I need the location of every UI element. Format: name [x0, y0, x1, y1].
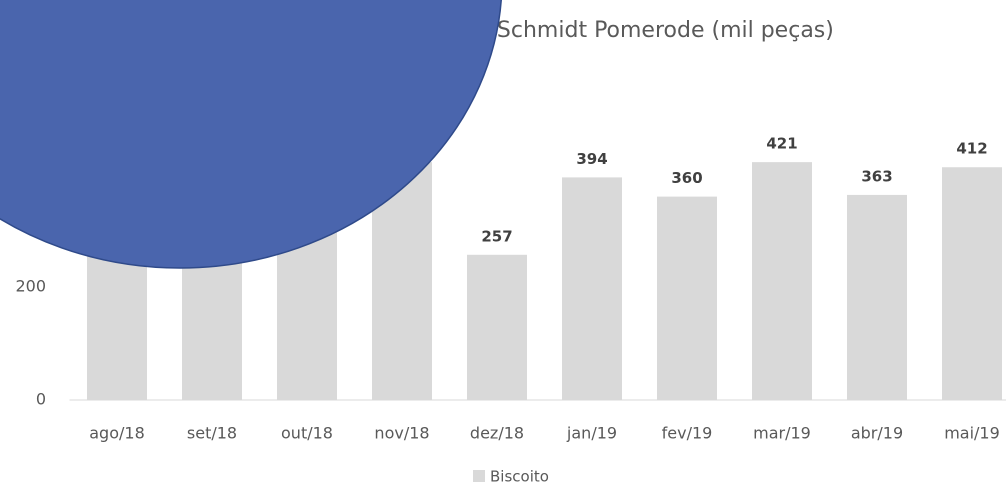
data-label: 363 — [861, 167, 892, 185]
bar — [942, 167, 1002, 400]
chart-title: - Schmidt Pomerode (mil peças) — [482, 18, 834, 43]
x-tick-label: abr/19 — [851, 424, 903, 443]
x-tick-label: set/18 — [187, 424, 237, 443]
bar — [847, 194, 907, 400]
x-tick-label: ago/18 — [89, 424, 145, 443]
overlay-circle — [0, 0, 502, 269]
y-tick-label: 0 — [36, 390, 46, 409]
x-tick-label: nov/18 — [374, 424, 429, 443]
y-tick-label: 200 — [15, 277, 46, 296]
bar — [657, 196, 717, 400]
data-label: 394 — [576, 150, 607, 168]
data-label: 360 — [671, 169, 702, 187]
data-label: 421 — [766, 135, 797, 153]
x-tick-label: mai/19 — [944, 424, 1000, 443]
data-label: 412 — [956, 140, 987, 158]
x-tick-label: jan/19 — [566, 424, 617, 443]
bar — [467, 254, 527, 400]
legend-label: Biscoito — [490, 468, 549, 483]
bar — [752, 162, 812, 400]
data-label: 257 — [481, 227, 512, 245]
x-tick-label: dez/18 — [470, 424, 524, 443]
x-tick-label: fev/19 — [662, 424, 713, 443]
legend-swatch — [473, 470, 485, 482]
x-tick-label: mar/19 — [753, 424, 811, 443]
x-tick-label: out/18 — [281, 424, 333, 443]
bar — [562, 177, 622, 400]
